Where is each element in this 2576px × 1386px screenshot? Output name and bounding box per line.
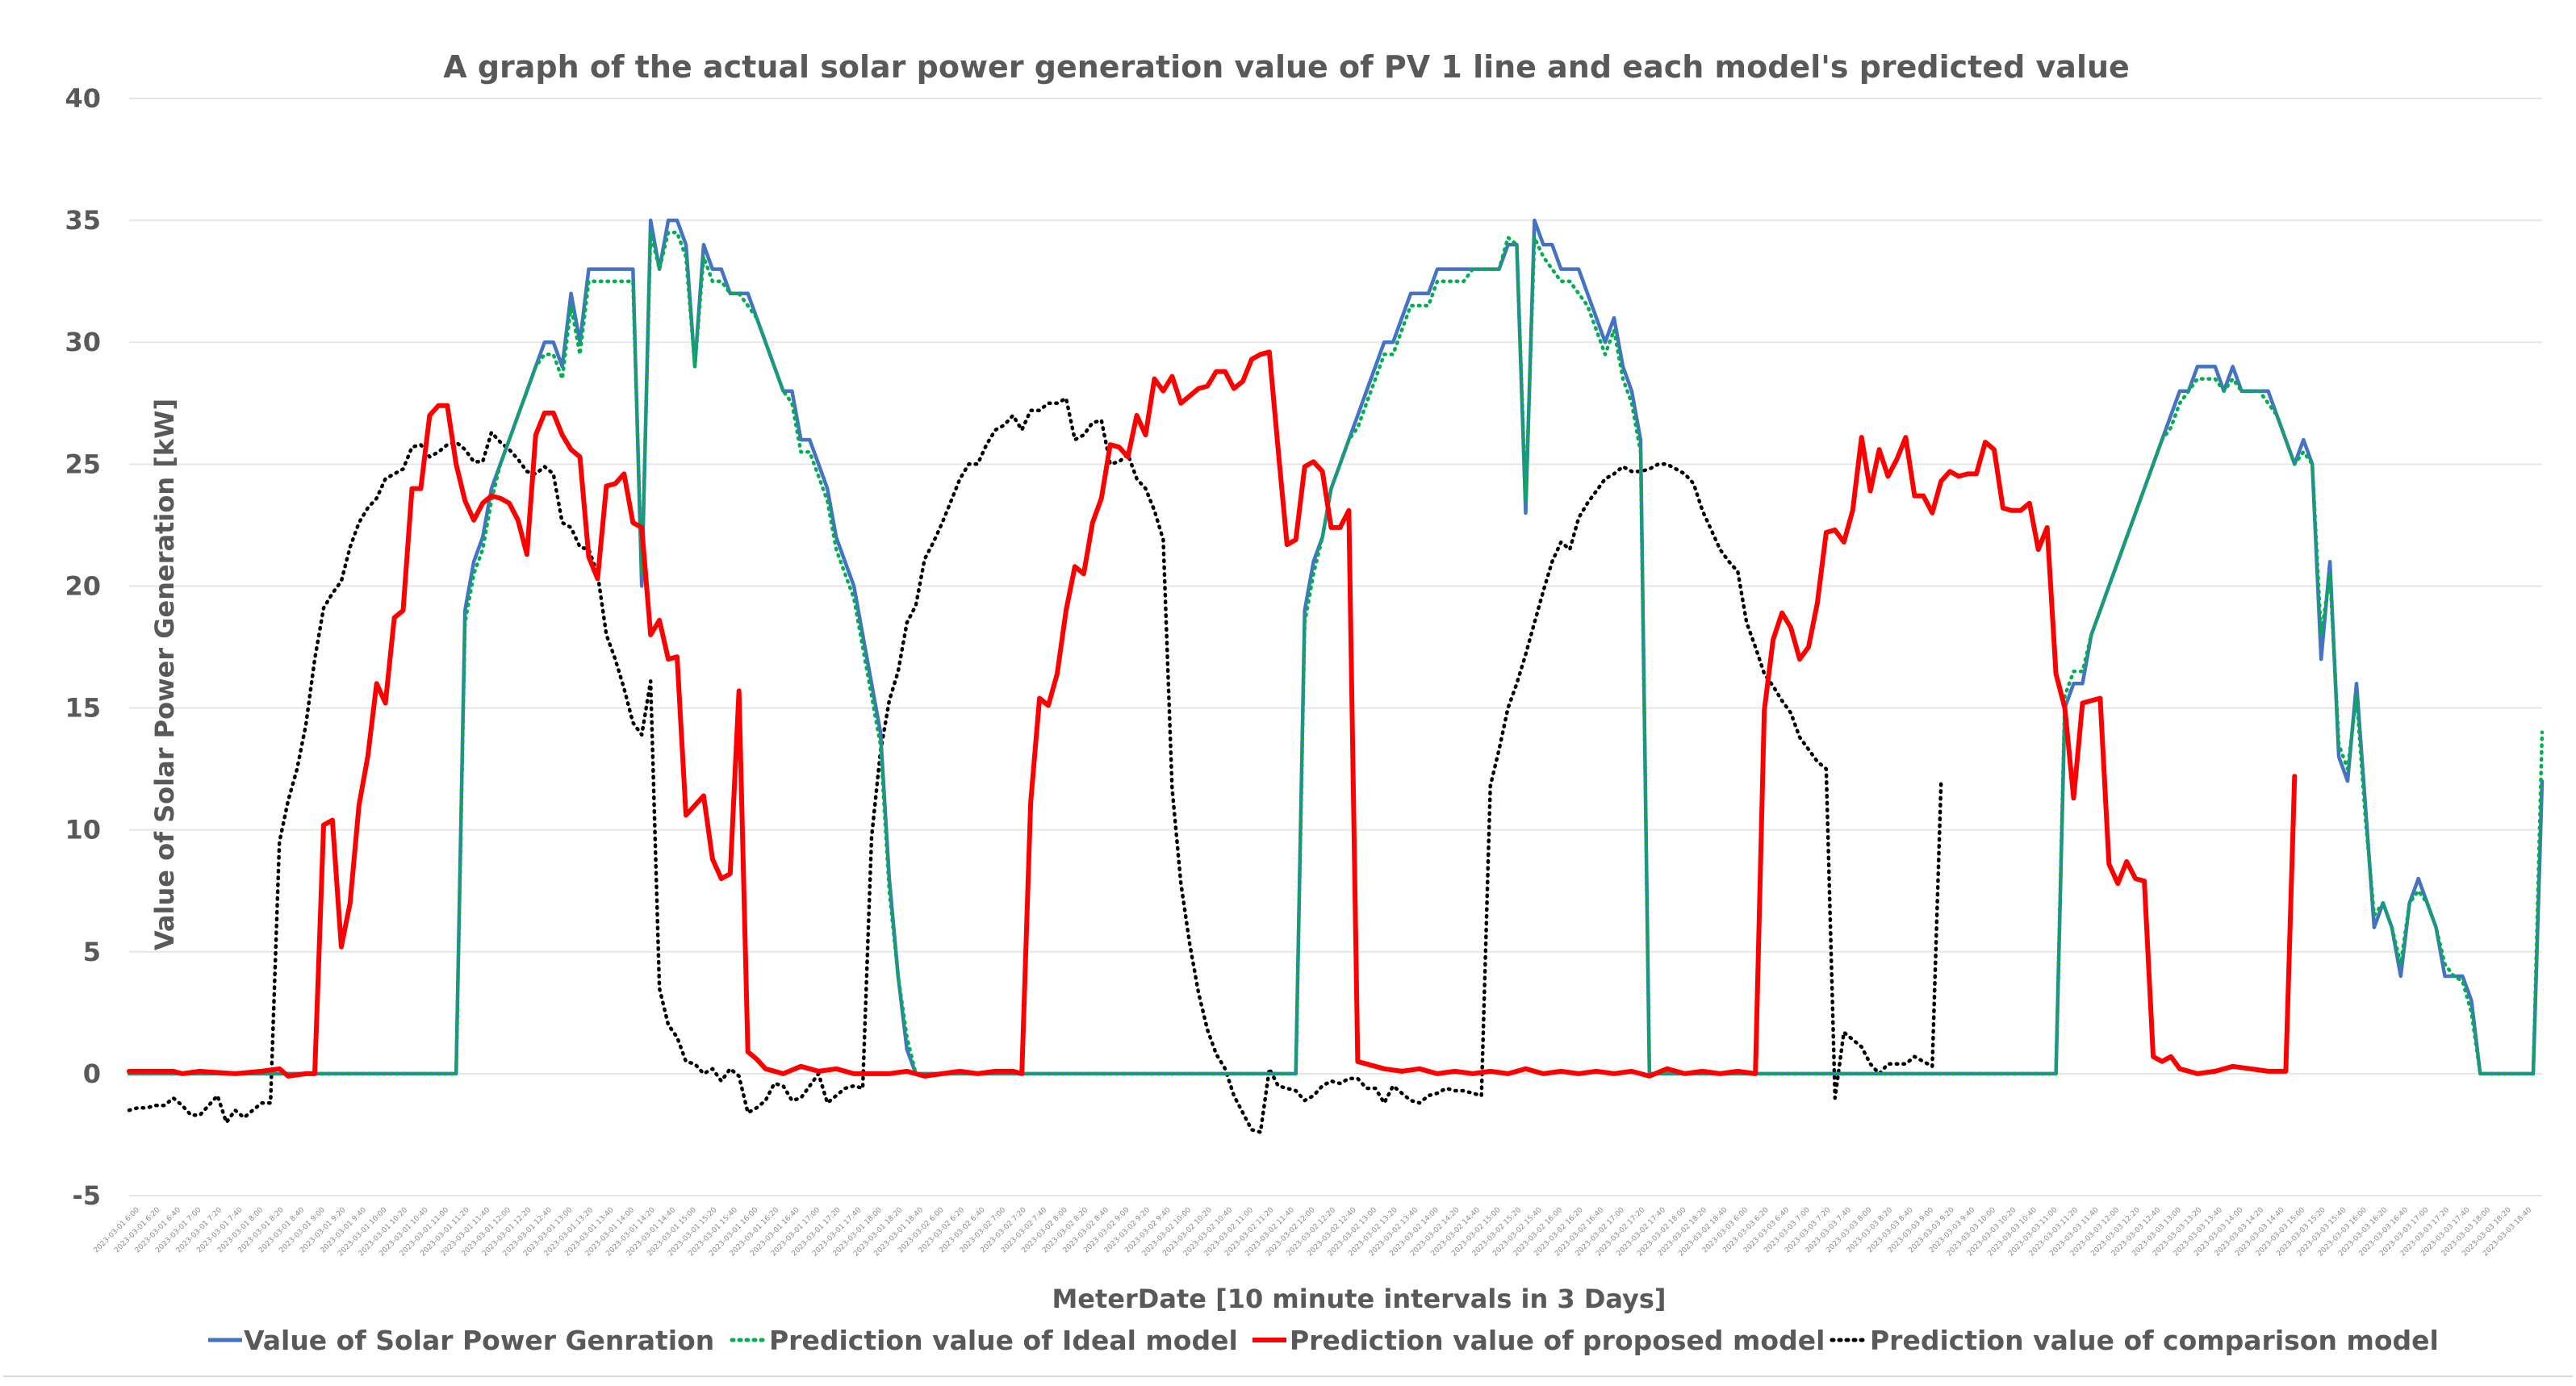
- y-axis-ticks: 40 35 30 25 20 15 10 5 0 -5: [65, 83, 101, 1211]
- y-tick-label: 40: [65, 83, 101, 114]
- series-lines: [127, 218, 2545, 1134]
- y-tick-label: 20: [65, 570, 101, 601]
- y-tick-label: -5: [72, 1180, 101, 1211]
- legend-label-actual: Value of Solar Power Genration: [244, 1325, 714, 1356]
- legend: Value of Solar Power Genration Predictio…: [208, 1325, 2439, 1356]
- y-tick-label: 15: [65, 693, 101, 724]
- legend-label-comparison: Prediction value of comparison model: [1870, 1325, 2439, 1356]
- y-tick-label: 35: [65, 205, 101, 236]
- legend-label-proposed: Prediction value of proposed model: [1290, 1325, 1825, 1356]
- y-axis-label: Value of Solar Power Generation [kW]: [149, 399, 180, 950]
- legend-label-ideal: Prediction value of Ideal model: [769, 1325, 1238, 1356]
- y-tick-label: 25: [65, 449, 101, 479]
- series-line-proposed-model: [127, 349, 2298, 1079]
- y-tick-label: 10: [65, 815, 101, 845]
- y-tick-label: 5: [83, 937, 101, 967]
- chart-title: A graph of the actual solar power genera…: [443, 49, 2130, 85]
- gridlines: [129, 98, 2542, 1196]
- y-tick-label: 30: [65, 327, 101, 357]
- series-line-ideal-model: [127, 230, 2545, 1076]
- x-axis-label: MeterDate [10 minute intervals in 3 Days…: [1052, 1284, 1666, 1314]
- y-tick-label: 0: [83, 1058, 101, 1089]
